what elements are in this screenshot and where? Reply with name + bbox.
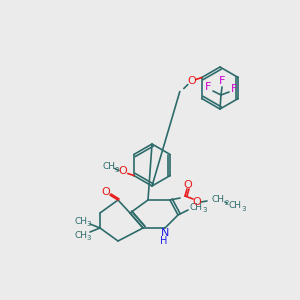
Text: 3: 3 xyxy=(115,167,119,172)
Text: O: O xyxy=(102,187,110,197)
Text: F: F xyxy=(219,76,225,86)
Text: O: O xyxy=(188,76,196,86)
Text: CH: CH xyxy=(212,196,224,205)
Text: CH: CH xyxy=(229,202,242,211)
Text: 2: 2 xyxy=(225,200,229,206)
Text: 3: 3 xyxy=(87,235,91,241)
Text: 3: 3 xyxy=(203,207,207,213)
Text: H: H xyxy=(160,236,168,246)
Text: F: F xyxy=(205,82,211,92)
Text: CH: CH xyxy=(74,230,88,239)
Text: O: O xyxy=(193,197,201,207)
Text: CH: CH xyxy=(74,217,88,226)
Text: CH: CH xyxy=(190,202,202,211)
Text: N: N xyxy=(161,228,169,238)
Text: O: O xyxy=(118,167,127,176)
Text: F: F xyxy=(231,84,237,94)
Text: CH: CH xyxy=(102,162,115,171)
Text: 3: 3 xyxy=(242,206,246,212)
Text: O: O xyxy=(184,180,192,190)
Text: 3: 3 xyxy=(87,221,91,227)
